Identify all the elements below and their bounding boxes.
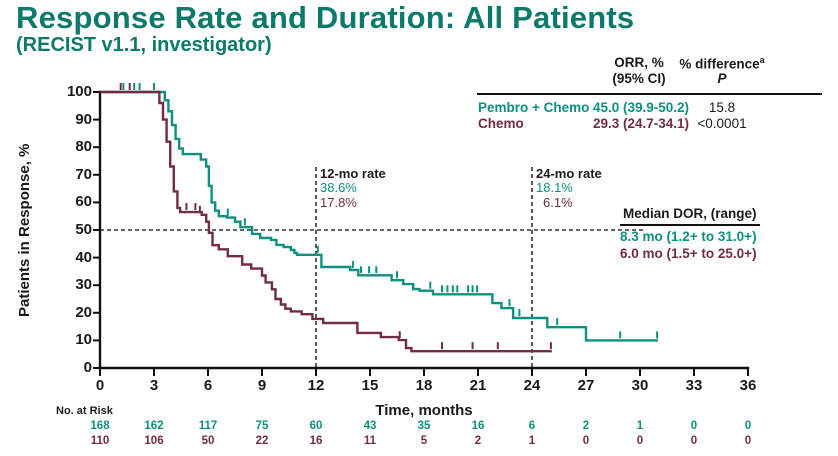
annotation-24mo-pembro: 18.1% [536,180,573,196]
at-risk-count-pembro-chemo: 168 [90,420,110,432]
x-tick-label: 30 [631,377,649,394]
y-tick-label: 10 [75,331,92,349]
at-risk-count-pembro-chemo: 0 [744,420,752,432]
orr-header-line1: ORR, % [614,55,664,70]
at-risk-count-chemo: 0 [636,435,644,447]
orr-value-pembro: 45.0 (39.9-50.2) [592,100,690,115]
x-tick-label: 36 [739,377,757,394]
y-tick-label: 90 [75,110,92,128]
at-risk-count-pembro-chemo: 0 [690,420,698,432]
y-tick-label: 40 [75,248,92,266]
at-risk-count-chemo: 110 [90,435,110,447]
x-tick-label: 9 [257,377,267,394]
annotation-12mo-chemo: 17.8% [320,194,357,210]
y-tick-label: 20 [75,303,92,321]
orr-header-line2: (95% CI) [612,71,666,86]
annotation-24mo-rate: 24-mo rate 18.1% 6.1% [536,166,602,210]
legend-chemo: Chemo [478,116,524,131]
at-risk-count-chemo: 1 [528,435,536,447]
orr-value-chemo: 29.3 (24.7-34.1) [592,116,690,131]
at-risk-count-pembro-chemo: 35 [417,420,431,432]
median-dor-annotation: Median DOR, (range) 8.3 mo (1.2+ to 31.0… [620,205,760,263]
pvalue-value: <0.0001 [697,116,747,131]
km-curve-chemo [100,90,552,353]
y-tick-label: 30 [75,276,92,294]
annotation-12mo-rate: 12-mo rate 38.6% 17.8% [320,166,386,210]
y-tick-label: 70 [75,165,92,183]
x-tick-label: 12 [307,377,325,394]
median-dor-chemo: 6.0 mo (1.5+ to 25.0+) [620,246,757,262]
y-tick-label: 50 [75,221,92,238]
annotation-24mo-title: 24-mo rate [536,166,602,181]
no-at-risk-label: No. at Risk [56,405,113,417]
annotation-12mo-pembro: 38.6% [320,180,357,196]
diff-header-superscript: a [759,55,765,65]
km-curve-pembro-chemo [100,90,658,342]
y-tick-label: 80 [75,138,92,156]
median-dor-title: Median DOR, (range) [620,205,760,226]
at-risk-count-chemo: 2 [474,435,482,447]
at-risk-count-pembro-chemo: 43 [363,420,377,432]
at-risk-count-chemo: 0 [690,435,698,447]
x-tick-label: 18 [415,377,433,394]
y-tick-label: 0 [83,359,92,376]
x-tick-label: 27 [577,377,595,394]
diff-value: 15.8 [708,100,736,115]
x-axis-title: Time, months [375,402,473,419]
x-tick-label: 33 [685,377,703,394]
y-tick-label: 60 [75,193,92,211]
at-risk-count-chemo: 11 [363,435,377,447]
at-risk-count-pembro-chemo: 6 [528,420,536,432]
x-tick-label: 15 [361,377,379,394]
x-tick-label: 21 [469,377,487,394]
annotation-12mo-title: 12-mo rate [320,166,386,181]
page-subtitle: (RECIST v1.1, investigator) [16,34,272,56]
x-tick-label: 24 [523,377,541,394]
at-risk-count-chemo: 0 [582,435,590,447]
orr-table-rule [477,93,822,95]
x-tick-label: 3 [149,377,159,394]
at-risk-count-pembro-chemo: 60 [309,420,323,432]
at-risk-count-pembro-chemo: 117 [198,420,218,432]
pvalue-header: P [717,71,727,86]
y-tick-label: 100 [66,83,92,100]
legend-pembro-chemo: Pembro + Chemo [478,100,590,115]
x-tick-label: 0 [95,377,105,394]
at-risk-count-chemo: 22 [255,435,269,447]
page-title: Response Rate and Duration: All Patients [16,0,635,35]
at-risk-count-pembro-chemo: 2 [582,420,590,432]
diff-header-text: % difference [679,56,760,72]
x-tick-label: 6 [203,377,213,394]
at-risk-count-chemo: 16 [309,435,323,447]
annotation-24mo-chemo: 6.1% [543,194,573,210]
at-risk-count-chemo: 50 [201,435,215,447]
diff-header-line1: % differencea [679,56,764,71]
y-axis-title: Patients in Response, % [16,143,33,317]
at-risk-count-pembro-chemo: 75 [255,420,269,432]
at-risk-count-chemo: 0 [744,435,752,447]
at-risk-count-pembro-chemo: 16 [471,420,485,432]
median-dor-pembro: 8.3 mo (1.2+ to 31.0+) [620,228,757,244]
at-risk-count-chemo: 106 [144,435,164,447]
at-risk-count-pembro-chemo: 162 [144,420,164,432]
at-risk-count-pembro-chemo: 1 [636,420,644,432]
at-risk-count-chemo: 5 [420,435,428,447]
